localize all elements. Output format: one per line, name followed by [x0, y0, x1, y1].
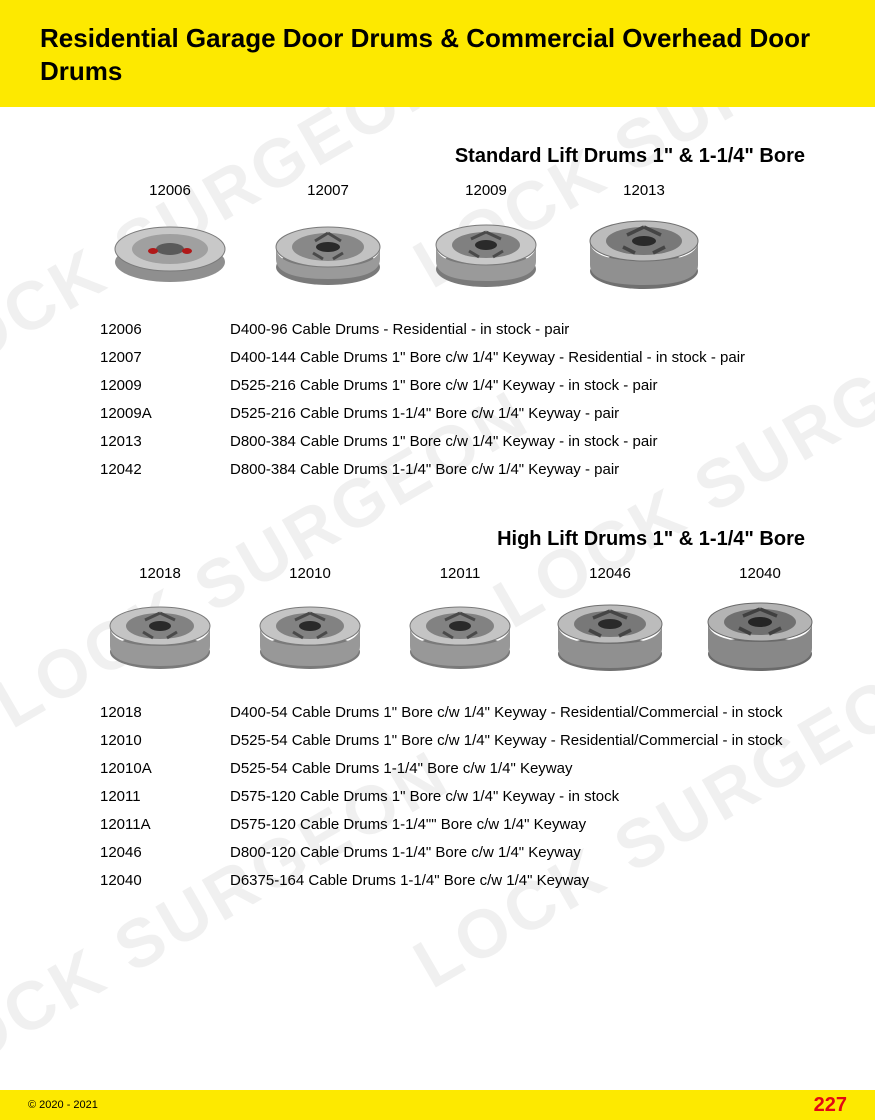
- drum-item: 12006: [100, 182, 240, 297]
- spec-code: 12010A: [100, 760, 230, 777]
- spec-desc: D400-144 Cable Drums 1" Bore c/w 1/4" Ke…: [230, 349, 745, 366]
- drum-item: 12040: [690, 565, 830, 680]
- spec-code: 12010: [100, 732, 230, 749]
- drum-icon: [545, 590, 675, 680]
- drum-item: 12009: [416, 182, 556, 297]
- spec-code: 12011A: [100, 816, 230, 833]
- drum-label: 12006: [149, 182, 191, 199]
- drum-item: 12013: [574, 182, 714, 297]
- section-title-standard: Standard Lift Drums 1" & 1-1/4" Bore: [40, 145, 805, 168]
- drum-item: 12046: [540, 565, 680, 680]
- spec-desc: D400-54 Cable Drums 1" Bore c/w 1/4" Key…: [230, 704, 783, 721]
- drum-icon: [105, 207, 235, 297]
- drum-row-highlift: 12018 12010 12011: [90, 565, 835, 680]
- drum-icon: [95, 590, 225, 680]
- spec-list-highlift: 12018D400-54 Cable Drums 1" Bore c/w 1/4…: [100, 704, 835, 889]
- drum-icon: [395, 590, 525, 680]
- spec-code: 12018: [100, 704, 230, 721]
- spec-row: 12009AD525-216 Cable Drums 1-1/4" Bore c…: [100, 405, 835, 422]
- drum-item: 12011: [390, 565, 530, 680]
- section-title-highlift: High Lift Drums 1" & 1-1/4" Bore: [40, 528, 805, 551]
- spec-row: 12009D525-216 Cable Drums 1" Bore c/w 1/…: [100, 377, 835, 394]
- drum-row-standard: 12006 12007 12009: [100, 182, 835, 297]
- drum-icon: [695, 590, 825, 680]
- spec-code: 12040: [100, 872, 230, 889]
- page-title: Residential Garage Door Drums & Commerci…: [40, 22, 835, 87]
- spec-list-standard: 12006D400-96 Cable Drums - Residential -…: [100, 321, 835, 478]
- spec-desc: D525-216 Cable Drums 1" Bore c/w 1/4" Ke…: [230, 377, 658, 394]
- spec-code: 12006: [100, 321, 230, 338]
- drum-label: 12010: [289, 565, 331, 582]
- spec-desc: D575-120 Cable Drums 1-1/4"" Bore c/w 1/…: [230, 816, 586, 833]
- spec-code: 12009A: [100, 405, 230, 422]
- drum-label: 12040: [739, 565, 781, 582]
- spec-row: 12018D400-54 Cable Drums 1" Bore c/w 1/4…: [100, 704, 835, 721]
- spec-desc: D800-120 Cable Drums 1-1/4" Bore c/w 1/4…: [230, 844, 581, 861]
- spec-row: 12042D800-384 Cable Drums 1-1/4" Bore c/…: [100, 461, 835, 478]
- spec-desc: D800-384 Cable Drums 1" Bore c/w 1/4" Ke…: [230, 433, 658, 450]
- spec-row: 12010AD525-54 Cable Drums 1-1/4" Bore c/…: [100, 760, 835, 777]
- spec-code: 12046: [100, 844, 230, 861]
- spec-row: 12010D525-54 Cable Drums 1" Bore c/w 1/4…: [100, 732, 835, 749]
- spec-code: 12013: [100, 433, 230, 450]
- spec-desc: D6375-164 Cable Drums 1-1/4" Bore c/w 1/…: [230, 872, 589, 889]
- spec-desc: D575-120 Cable Drums 1" Bore c/w 1/4" Ke…: [230, 788, 619, 805]
- spec-code: 12042: [100, 461, 230, 478]
- spec-row: 12006D400-96 Cable Drums - Residential -…: [100, 321, 835, 338]
- drum-label: 12011: [440, 565, 481, 582]
- page-number: 227: [814, 1094, 847, 1117]
- drum-label: 12009: [465, 182, 507, 199]
- main-content: Standard Lift Drums 1" & 1-1/4" Bore 120…: [0, 107, 875, 889]
- drum-item: 12018: [90, 565, 230, 680]
- spec-row: 12013D800-384 Cable Drums 1" Bore c/w 1/…: [100, 433, 835, 450]
- drum-item: 12007: [258, 182, 398, 297]
- drum-label: 12013: [623, 182, 665, 199]
- drum-item: 12010: [240, 565, 380, 680]
- footer-bar: © 2020 - 2021 227: [0, 1090, 875, 1120]
- header-bar: Residential Garage Door Drums & Commerci…: [0, 0, 875, 107]
- spec-code: 12009: [100, 377, 230, 394]
- drum-label: 12007: [307, 182, 349, 199]
- drum-label: 12018: [139, 565, 181, 582]
- drum-icon: [579, 207, 709, 297]
- spec-row: 12011AD575-120 Cable Drums 1-1/4"" Bore …: [100, 816, 835, 833]
- spec-desc: D525-216 Cable Drums 1-1/4" Bore c/w 1/4…: [230, 405, 619, 422]
- spec-row: 12040D6375-164 Cable Drums 1-1/4" Bore c…: [100, 872, 835, 889]
- spec-desc: D525-54 Cable Drums 1-1/4" Bore c/w 1/4"…: [230, 760, 572, 777]
- spec-code: 12011: [100, 788, 230, 805]
- spec-row: 12046D800-120 Cable Drums 1-1/4" Bore c/…: [100, 844, 835, 861]
- drum-icon: [263, 207, 393, 297]
- spec-desc: D525-54 Cable Drums 1" Bore c/w 1/4" Key…: [230, 732, 783, 749]
- copyright-text: © 2020 - 2021: [28, 1099, 98, 1111]
- spec-code: 12007: [100, 349, 230, 366]
- drum-icon: [245, 590, 375, 680]
- spec-desc: D800-384 Cable Drums 1-1/4" Bore c/w 1/4…: [230, 461, 619, 478]
- drum-icon: [421, 207, 551, 297]
- spec-desc: D400-96 Cable Drums - Residential - in s…: [230, 321, 569, 338]
- spec-row: 12011D575-120 Cable Drums 1" Bore c/w 1/…: [100, 788, 835, 805]
- spec-row: 12007D400-144 Cable Drums 1" Bore c/w 1/…: [100, 349, 835, 366]
- drum-label: 12046: [589, 565, 631, 582]
